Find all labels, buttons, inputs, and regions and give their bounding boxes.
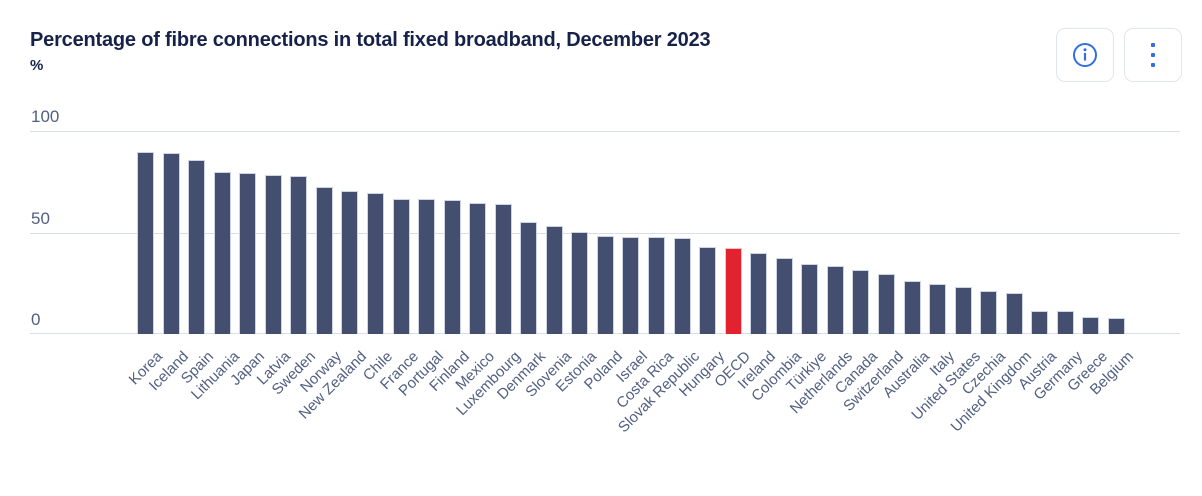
bar[interactable] [137, 152, 154, 334]
bar[interactable] [214, 172, 231, 334]
gridline [30, 131, 1180, 132]
bar[interactable] [546, 226, 563, 334]
bar[interactable] [571, 232, 588, 334]
bar[interactable] [1006, 293, 1023, 334]
bar[interactable] [341, 191, 358, 334]
bar[interactable] [980, 291, 997, 334]
bar[interactable] [290, 176, 307, 334]
bar[interactable] [444, 200, 461, 334]
more-options-button[interactable] [1124, 28, 1182, 82]
y-tick-label: 100 [31, 107, 60, 126]
bar[interactable] [904, 281, 921, 334]
x-axis-labels: Korea Iceland Spain Lithuania Japan Latvia Swe… [30, 334, 1180, 494]
bar[interactable] [1057, 311, 1074, 334]
bar[interactable] [316, 187, 333, 334]
bar[interactable] [495, 204, 512, 334]
bar[interactable] [674, 238, 691, 334]
y-tick-label: 50 [31, 209, 50, 228]
y-tick-label: 0 [31, 310, 41, 329]
bar[interactable] [955, 287, 972, 334]
bar[interactable] [648, 237, 665, 334]
bar[interactable] [1031, 311, 1048, 334]
bar[interactable] [239, 173, 256, 334]
bar[interactable] [801, 264, 818, 334]
bar[interactable] [1108, 318, 1125, 334]
kebab-menu-icon [1151, 43, 1155, 67]
bar[interactable] [367, 193, 384, 334]
bar[interactable] [265, 175, 282, 334]
bar-chart: 0 50 100 Korea Iceland Spain Lithuania Japan La… [30, 107, 1180, 494]
bar[interactable] [929, 284, 946, 334]
bar[interactable] [699, 247, 716, 334]
info-button[interactable] [1056, 28, 1114, 82]
chart-actions [1056, 28, 1182, 82]
chart-header-text: Percentage of fibre connections in total… [30, 28, 711, 74]
bar[interactable] [163, 153, 180, 334]
bar[interactable] [520, 222, 537, 334]
bar[interactable] [418, 199, 435, 334]
gridline [30, 233, 1180, 234]
bar[interactable] [827, 266, 844, 334]
chart-title: Percentage of fibre connections in total… [30, 29, 711, 51]
plot-area: 0 50 100 [30, 107, 1180, 334]
bar[interactable] [725, 248, 742, 334]
bar[interactable] [188, 160, 205, 334]
chart-header: Percentage of fibre connections in total… [30, 28, 1182, 82]
bar[interactable] [878, 274, 895, 334]
bar[interactable] [776, 258, 793, 334]
bar[interactable] [393, 199, 410, 334]
chart-unit-label: % [30, 57, 44, 74]
bar[interactable] [622, 237, 639, 334]
bar[interactable] [750, 253, 767, 334]
info-icon [1073, 43, 1097, 67]
bar[interactable] [852, 270, 869, 334]
bar[interactable] [469, 203, 486, 334]
bar[interactable] [597, 236, 614, 334]
bar[interactable] [1082, 317, 1099, 334]
